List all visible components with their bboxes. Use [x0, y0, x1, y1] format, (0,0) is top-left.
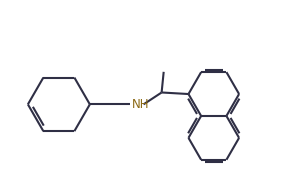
Text: NH: NH — [132, 98, 149, 111]
